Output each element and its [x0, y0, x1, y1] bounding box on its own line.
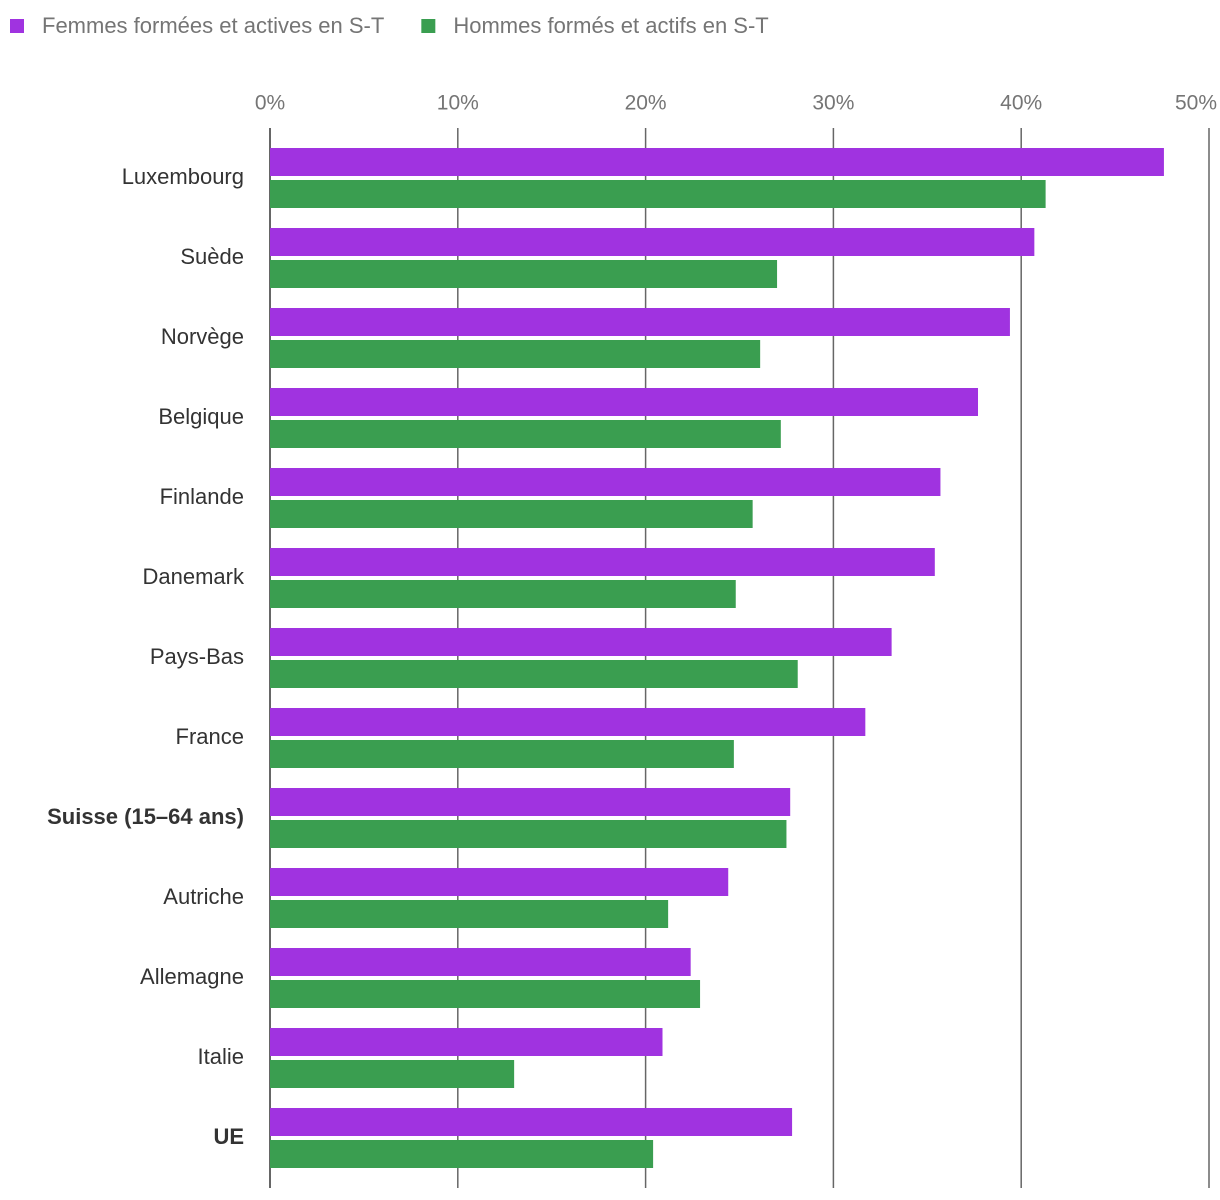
bar	[270, 260, 778, 288]
category-label: Belgique	[158, 404, 244, 429]
bar	[270, 388, 979, 416]
bar	[270, 1060, 515, 1088]
bar	[270, 708, 866, 736]
category-label: Italie	[198, 1044, 244, 1069]
bar	[270, 1028, 663, 1056]
category-label: Danemark	[143, 564, 245, 589]
legend-label: Femmes formées et actives en S-T	[42, 13, 384, 38]
x-tick-label: 40%	[1000, 92, 1042, 115]
category-label: Luxembourg	[122, 164, 244, 189]
category-label: Suisse (15–64 ans)	[47, 804, 244, 829]
bar	[270, 820, 787, 848]
bar	[270, 468, 941, 496]
x-tick-label: 50%	[1175, 92, 1217, 115]
legend-swatch	[421, 19, 436, 33]
bar	[270, 868, 729, 896]
x-tick-label: 10%	[437, 92, 479, 115]
bar	[270, 500, 753, 528]
x-tick-label: 0%	[255, 92, 285, 115]
legend-swatch	[10, 19, 24, 33]
bar	[270, 1108, 793, 1136]
bar	[270, 660, 798, 688]
bar	[270, 628, 892, 656]
category-label: Pays-Bas	[150, 644, 244, 669]
bar	[270, 948, 691, 976]
category-label: Allemagne	[140, 964, 244, 989]
bar	[270, 228, 1035, 256]
category-label: UE	[213, 1124, 244, 1149]
category-label: Norvège	[161, 324, 244, 349]
bar	[270, 180, 1046, 208]
bar	[270, 980, 701, 1008]
category-label: France	[176, 724, 244, 749]
bar	[270, 308, 1010, 336]
bar	[270, 548, 935, 576]
bar	[270, 580, 736, 608]
bar	[270, 148, 1164, 176]
x-tick-label: 30%	[812, 92, 854, 115]
category-label: Autriche	[163, 884, 244, 909]
category-label: Suède	[180, 244, 244, 269]
bar	[270, 1140, 654, 1168]
bar	[270, 900, 669, 928]
legend-label: Hommes formés et actifs en S-T	[453, 13, 768, 38]
bar	[270, 740, 734, 768]
bar	[270, 420, 781, 448]
category-label: Finlande	[160, 484, 244, 509]
bar	[270, 340, 761, 368]
x-tick-label: 20%	[625, 92, 667, 115]
bar	[270, 788, 791, 816]
